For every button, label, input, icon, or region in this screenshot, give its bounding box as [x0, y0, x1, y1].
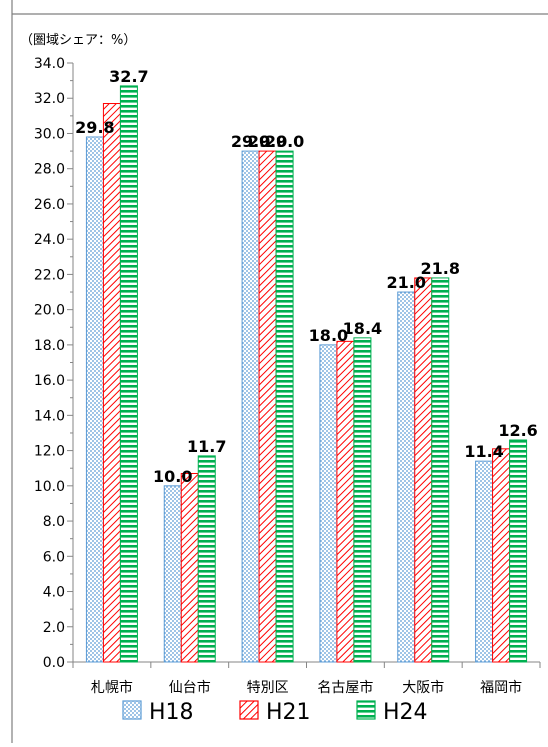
y-tick-label: 16.0	[34, 373, 65, 389]
bar-h18	[163, 485, 182, 663]
data-label-h18: 29.8	[75, 118, 114, 137]
y-tick-label: 20.0	[34, 303, 65, 319]
x-category-label: 札幌市	[91, 679, 133, 696]
bar-h24	[197, 455, 216, 663]
bar-h21	[102, 103, 121, 663]
legend-label-h24: H24	[383, 700, 428, 725]
y-tick-label: 18.0	[34, 338, 65, 354]
bar-h24	[275, 150, 294, 663]
bar-h21	[258, 150, 277, 663]
legend-swatch-h24	[356, 700, 376, 720]
data-label-h24: 29.0	[265, 132, 304, 151]
y-tick-label: 8.0	[43, 514, 65, 530]
y-tick-label: 30.0	[34, 126, 65, 142]
y-tick-label: 28.0	[34, 162, 65, 178]
y-tick-label: 34.0	[34, 56, 65, 72]
y-tick-label: 26.0	[34, 197, 65, 213]
y-tick-label: 24.0	[34, 232, 65, 248]
bar-h21	[180, 472, 199, 663]
data-label-h18: 18.0	[309, 326, 348, 345]
legend-swatch-h21	[239, 700, 259, 720]
y-tick-label: 14.0	[34, 408, 65, 424]
unit-label: （圏域シェア：%）	[20, 33, 136, 48]
data-label-h21: 29.0	[248, 132, 287, 151]
legend-label-h18: H18	[149, 700, 194, 725]
data-label-h24: 11.7	[187, 437, 226, 456]
legend: H18 H21 H24	[122, 700, 428, 725]
x-category-label: 名古屋市	[317, 679, 373, 696]
legend-label-h21: H21	[266, 700, 311, 725]
bar-h18	[397, 291, 416, 663]
x-category-label: 仙台市	[169, 679, 211, 696]
y-axis: 0.0 2.0 4.0 6.0 8.0 10.0 12.0 14.0 16.0 18.0 20.0 2…	[34, 56, 74, 671]
legend-swatch-h18	[122, 700, 142, 720]
y-tick-label: 0.0	[43, 655, 65, 671]
x-axis: 札幌市 仙台市 特別区 名古屋市 大阪市 福岡市	[72, 661, 541, 696]
bar-h18	[475, 460, 494, 663]
bar-h24	[119, 85, 138, 663]
data-label-h18: 21.0	[387, 273, 426, 292]
data-label-h24: 21.8	[421, 259, 460, 278]
y-tick-label: 6.0	[43, 549, 65, 565]
data-label-h24: 32.7	[109, 67, 148, 86]
data-labels: 29.8 32.7 10.0 11.7 29.029.029.0 18.018.4 21.0…	[75, 67, 538, 486]
bar-h18	[319, 344, 338, 663]
y-tick-label: 32.0	[34, 91, 65, 107]
x-category-label: 福岡市	[480, 679, 522, 696]
data-label-h18: 11.4	[464, 442, 503, 461]
bar-h21	[414, 277, 433, 663]
bar-h21	[336, 340, 355, 663]
data-label-h18: 10.0	[153, 467, 192, 486]
y-tick-label: 4.0	[43, 585, 65, 601]
y-tick-label: 12.0	[34, 444, 65, 460]
x-category-label: 大阪市	[402, 679, 444, 696]
y-tick-label: 2.0	[43, 620, 65, 636]
bar-h24	[353, 337, 372, 663]
bar-h24	[431, 277, 450, 663]
bar-h18	[241, 150, 260, 663]
bars	[85, 85, 528, 663]
data-label-h24: 18.4	[343, 319, 382, 338]
bar-h24	[509, 439, 528, 663]
y-tick-label: 22.0	[34, 267, 65, 283]
bar-h21	[492, 448, 511, 663]
data-label-h18: 29.0	[231, 132, 270, 151]
data-label-h24: 12.6	[498, 421, 537, 440]
bar-h18	[85, 136, 104, 663]
x-category-label: 特別区	[247, 680, 289, 696]
y-tick-label: 10.0	[34, 479, 65, 495]
